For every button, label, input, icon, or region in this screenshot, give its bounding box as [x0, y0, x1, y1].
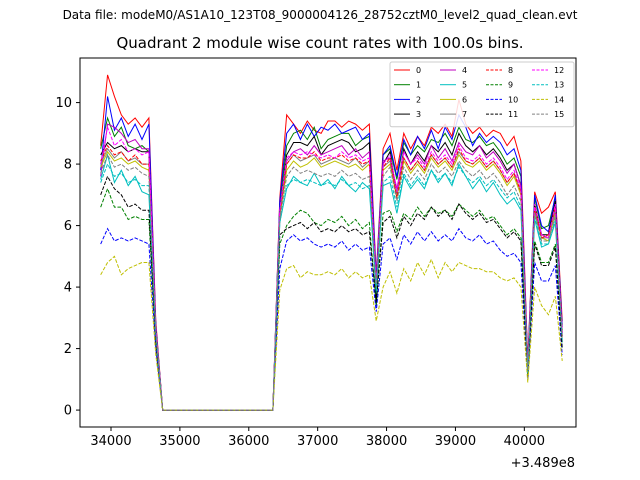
y-tick-label: 4 — [64, 281, 72, 296]
y-tick-label: 2 — [64, 342, 72, 357]
legend-label: 11 — [508, 110, 518, 119]
y-tick-label: 6 — [64, 219, 72, 234]
x-tick: 40000 — [504, 427, 545, 449]
series-layer — [100, 74, 563, 411]
x-tick-label: 34000 — [90, 434, 131, 449]
legend-entry-13: 13 — [532, 81, 564, 90]
y-tick: 0 — [64, 404, 80, 419]
series-line-10 — [100, 227, 563, 411]
legend-entry-7: 7 — [440, 110, 467, 119]
legend-label: 1 — [416, 81, 421, 90]
legend-label: 14 — [554, 95, 564, 104]
series-line-4 — [100, 123, 563, 411]
legend-label: 9 — [508, 81, 513, 90]
x-tick: 39000 — [435, 427, 476, 449]
legend-entry-14: 14 — [532, 95, 564, 104]
legend-box — [389, 61, 575, 128]
x-tick: 36000 — [228, 427, 269, 449]
x-tick-label: 37000 — [297, 434, 338, 449]
legend-entry-2: 2 — [394, 95, 421, 104]
y-tick: 6 — [64, 219, 80, 234]
legend-label: 15 — [554, 110, 564, 119]
y-tick-label: 0 — [64, 404, 72, 419]
series-line-6 — [100, 150, 563, 411]
legend-label: 13 — [554, 81, 564, 90]
legend-entry-11: 11 — [486, 110, 518, 119]
legend-entry-5: 5 — [440, 81, 467, 90]
legend-entry-6: 6 — [440, 95, 467, 104]
series-line-8 — [100, 144, 563, 411]
series-line-5 — [100, 152, 563, 411]
x-tick-label: 38000 — [366, 434, 407, 449]
figure-suptitle: Data file: modeM0/AS1A10_123T08_90000041… — [62, 8, 578, 22]
legend-entry-10: 10 — [486, 95, 518, 104]
y-tick: 4 — [64, 281, 80, 296]
legend-label: 4 — [462, 66, 467, 75]
legend-label: 8 — [508, 66, 513, 75]
x-tick-label: 39000 — [435, 434, 476, 449]
x-tick-label: 35000 — [159, 434, 200, 449]
x-tick: 37000 — [297, 427, 338, 449]
legend-label: 0 — [416, 66, 421, 75]
plot-frame — [79, 57, 577, 428]
legend-label: 2 — [416, 95, 421, 104]
legend-entry-12: 12 — [532, 66, 564, 75]
series-line-13 — [100, 162, 563, 411]
x-tick: 38000 — [366, 427, 407, 449]
legend-label: 5 — [462, 81, 467, 90]
legend-entry-1: 1 — [394, 81, 421, 90]
y-tick-label: 8 — [64, 158, 72, 173]
legend-label: 12 — [554, 66, 564, 75]
legend-label: 3 — [416, 110, 421, 119]
legend-label: 6 — [462, 95, 467, 104]
x-tick-label: 40000 — [504, 434, 545, 449]
legend-entry-15: 15 — [532, 110, 564, 119]
series-line-14 — [100, 255, 563, 411]
legend-entry-3: 3 — [394, 110, 421, 119]
legend-entry-4: 4 — [440, 66, 467, 75]
y-tick: 2 — [64, 342, 80, 357]
series-line-2 — [100, 96, 563, 411]
legend-label: 10 — [508, 95, 518, 104]
axis-layer: 34000 35000 36000 37000 38000 39000 40000 0 2 4 6 8… — [55, 57, 577, 449]
legend-label: 7 — [462, 110, 467, 119]
x-tick: 34000 — [90, 427, 132, 449]
y-tick: 10 — [55, 96, 80, 111]
x-offset-label: +3.489e8 — [511, 456, 575, 471]
series-line-7 — [100, 147, 563, 411]
legend-entry-8: 8 — [486, 66, 513, 75]
x-tick: 35000 — [159, 427, 201, 449]
legend-entry-9: 9 — [486, 81, 513, 90]
legend-entry-0: 0 — [394, 66, 421, 75]
series-line-15 — [100, 153, 563, 411]
y-tick-label: 10 — [55, 96, 72, 111]
series-line-9 — [100, 187, 563, 411]
series-line-12 — [100, 125, 563, 411]
chart-title: Quadrant 2 module wise count rates with … — [116, 34, 524, 52]
y-tick: 8 — [64, 158, 80, 173]
x-tick-label: 36000 — [228, 434, 269, 449]
series-line-11 — [100, 175, 563, 411]
